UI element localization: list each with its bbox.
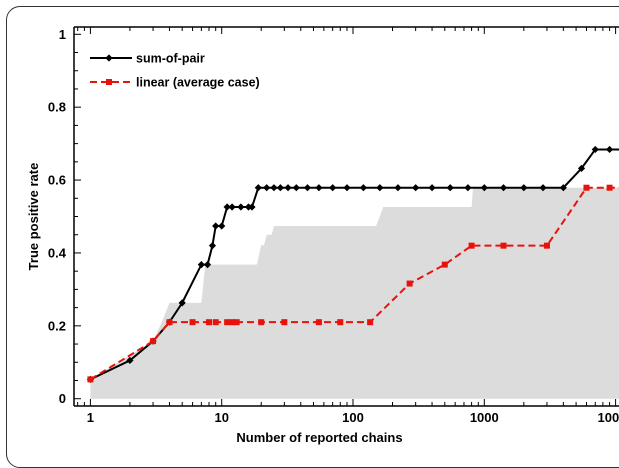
- data-point: [376, 184, 384, 192]
- data-point: [208, 242, 217, 250]
- legend-label: sum-of-pair: [136, 52, 205, 66]
- y-tick-label: 0: [59, 391, 66, 406]
- data-point: [446, 184, 454, 192]
- shaded-band-layer: [90, 187, 619, 399]
- y-tick-label: 0.4: [48, 245, 67, 260]
- data-point: [464, 184, 472, 192]
- data-point: [203, 261, 212, 269]
- data-point: [270, 184, 278, 192]
- data-point: [441, 261, 448, 268]
- data-point: [276, 184, 285, 192]
- data-point: [480, 184, 488, 192]
- data-point: [499, 184, 508, 192]
- x-tick-label: 100: [342, 410, 364, 425]
- data-point: [224, 319, 231, 326]
- series-layer: [86, 145, 619, 383]
- data-point: [218, 222, 226, 230]
- data-point: [583, 184, 590, 191]
- data-point: [539, 184, 547, 192]
- data-point: [359, 184, 368, 192]
- x-tick-label: 1000: [470, 410, 499, 425]
- data-point: [212, 319, 219, 326]
- data-point: [468, 242, 475, 249]
- data-point: [394, 184, 402, 192]
- data-point: [229, 319, 236, 326]
- legend-marker: [105, 54, 113, 62]
- data-point: [228, 203, 236, 211]
- data-point: [150, 338, 157, 345]
- data-point: [197, 261, 205, 269]
- data-point: [559, 184, 567, 192]
- data-point: [237, 203, 245, 211]
- data-point: [223, 203, 231, 211]
- data-point: [329, 184, 337, 192]
- data-point: [166, 319, 173, 326]
- y-tick-label: 0.8: [48, 100, 66, 115]
- data-point: [315, 184, 323, 192]
- series-linear-average-case: [87, 184, 619, 383]
- data-point: [248, 203, 256, 211]
- data-point: [254, 184, 262, 192]
- data-point: [337, 319, 344, 326]
- data-point: [520, 184, 528, 192]
- data-point: [258, 319, 265, 326]
- data-point: [412, 184, 420, 192]
- data-point: [315, 319, 322, 326]
- x-axis-title: Number of reported chains: [236, 430, 402, 445]
- data-point: [178, 299, 186, 307]
- data-point: [406, 280, 413, 287]
- data-point: [189, 319, 196, 326]
- data-point: [292, 184, 300, 192]
- data-point: [303, 184, 312, 192]
- data-point: [543, 242, 550, 249]
- legend-marker: [106, 79, 112, 85]
- x-tick-label: 1: [87, 410, 94, 425]
- data-point: [284, 184, 292, 192]
- y-tick-label: 1: [59, 27, 66, 42]
- y-axis-title: True positive rate: [26, 163, 41, 271]
- data-point: [205, 319, 212, 326]
- data-point: [233, 319, 240, 326]
- legend-label: linear (average case): [136, 76, 260, 90]
- data-point: [500, 242, 507, 249]
- data-point: [87, 376, 94, 383]
- data-point: [281, 319, 288, 326]
- y-tick-label: 0.2: [48, 318, 66, 333]
- y-tick-label: 0.6: [48, 173, 66, 188]
- data-point: [577, 164, 586, 172]
- data-point: [263, 184, 271, 192]
- data-point: [367, 319, 374, 326]
- data-point: [428, 184, 436, 192]
- data-point: [591, 145, 599, 154]
- data-point: [606, 184, 613, 191]
- data-point: [343, 184, 351, 192]
- shaded-band: [90, 187, 619, 399]
- data-point: [126, 356, 134, 365]
- legend: sum-of-pair linear (average case): [90, 52, 260, 90]
- data-point: [212, 222, 220, 230]
- x-tick-label: 10: [214, 410, 228, 425]
- data-point: [605, 145, 614, 154]
